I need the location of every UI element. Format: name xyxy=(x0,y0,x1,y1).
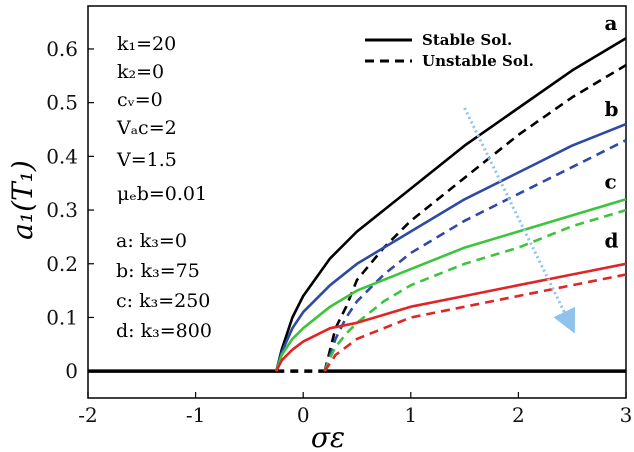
x-axis-title: σε xyxy=(311,421,345,452)
parameter-annotations: k₁=20 k₂=0 cᵥ=0 Vₐc=2 V=1.5 μₑb=0.01 xyxy=(116,33,207,205)
case-b: b: k₃=75 xyxy=(116,260,200,282)
x-tick-label: -2 xyxy=(78,403,97,427)
case-a: a: k₃=0 xyxy=(116,230,187,252)
series-b-label: b xyxy=(604,97,618,121)
series-b-stable xyxy=(275,122,627,372)
case-d: d: k₃=800 xyxy=(116,320,212,342)
y-axis-title: a₁(T₁) xyxy=(6,160,39,240)
legend: Stable Sol. Unstable Sol. xyxy=(365,31,534,70)
series-a-stable xyxy=(275,37,627,372)
param-vac: Vₐc=2 xyxy=(116,117,177,139)
series-c-label: c xyxy=(604,170,616,194)
y-tick-label: 0.2 xyxy=(46,252,78,276)
plot-frame xyxy=(87,5,627,399)
x-tick-label: 3 xyxy=(620,403,633,427)
case-annotations: a: k₃=0 b: k₃=75 c: k₃=250 d: k₃=800 xyxy=(116,230,212,342)
y-tick-label: 0.4 xyxy=(46,144,78,168)
param-k2: k₂=0 xyxy=(117,61,164,83)
param-v: V=1.5 xyxy=(116,149,177,171)
x-tick-label: 1 xyxy=(404,403,417,427)
series-a-unstable xyxy=(323,63,627,372)
y-tick-label: 0.6 xyxy=(46,37,78,61)
series-c-stable xyxy=(275,198,627,372)
series-d-unstable xyxy=(323,273,627,372)
series-c-unstable xyxy=(323,208,627,372)
x-tick-label: 2 xyxy=(512,403,525,427)
x-tick-label: -1 xyxy=(186,403,205,427)
axes: -2 -1 0 1 2 3 0 0.1 0.2 0.3 0.4 0.5 0.6 xyxy=(46,5,633,427)
param-mu-eb: μₑb=0.01 xyxy=(117,183,207,205)
param-cv: cᵥ=0 xyxy=(117,89,163,111)
series-layer: a b c d xyxy=(88,11,627,373)
y-tick-label: 0.1 xyxy=(46,305,78,329)
param-k1: k₁=20 xyxy=(117,33,176,55)
x-tick-label: 0 xyxy=(297,403,310,427)
legend-stable-label: Stable Sol. xyxy=(422,31,512,49)
increasing-k3-arrow xyxy=(463,107,576,334)
series-b-unstable xyxy=(323,139,627,372)
case-c: c: k₃=250 xyxy=(116,290,210,312)
series-d-label: d xyxy=(604,229,618,253)
legend-unstable-label: Unstable Sol. xyxy=(422,52,534,70)
y-tick-label: 0.3 xyxy=(46,198,78,222)
series-d-stable xyxy=(275,262,627,372)
y-tick-label: 0 xyxy=(65,359,78,383)
series-a-label: a xyxy=(604,11,617,35)
y-tick-label: 0.5 xyxy=(46,91,78,115)
